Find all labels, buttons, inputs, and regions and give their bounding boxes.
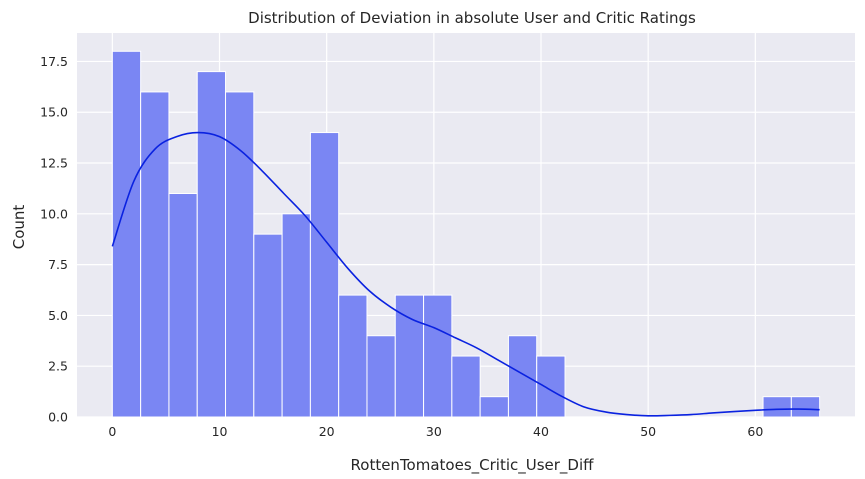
x-tick-label: 30	[426, 424, 442, 439]
x-tick-label: 10	[212, 424, 228, 439]
kde-line	[111, 131, 820, 417]
histogram-bar	[507, 335, 538, 418]
histogram-bars	[111, 50, 821, 418]
histogram-bar	[253, 233, 283, 418]
y-tick-label: 5.0	[48, 308, 68, 323]
histogram-bar	[451, 355, 481, 418]
x-tick-label: 20	[319, 424, 335, 439]
histogram-bar	[225, 91, 255, 418]
y-tick-label: 0.0	[48, 410, 68, 425]
x-tick-label: 60	[747, 424, 763, 439]
y-tick-label: 12.5	[40, 156, 68, 171]
x-axis-label: RottenTomatoes_Critic_User_Diff	[351, 456, 595, 475]
histogram-bar	[423, 294, 453, 418]
histogram-bar	[366, 335, 396, 418]
histogram-bar	[140, 91, 170, 418]
histogram-bar	[309, 132, 340, 418]
y-tick-label: 15.0	[40, 105, 68, 120]
x-tick-label: 0	[108, 424, 116, 439]
x-tick-labels: 0 10 20 30 40 50 60	[108, 424, 763, 439]
x-tick-label: 50	[640, 424, 656, 439]
histogram-bar	[790, 396, 821, 418]
y-tick-label: 7.5	[48, 257, 68, 272]
y-tick-label: 17.5	[40, 54, 68, 69]
histogram-bar	[168, 193, 198, 418]
chart-title: Distribution of Deviation in absolute Us…	[248, 9, 696, 27]
y-tick-label: 10.0	[40, 206, 68, 221]
y-axis-label: Count	[10, 205, 28, 250]
histogram-bar	[281, 213, 311, 418]
y-tick-label: 2.5	[48, 359, 68, 374]
histogram-bar	[762, 396, 792, 418]
y-tick-labels: 0.0 2.5 5.0 7.5 10.0 12.5 15.0 17.5	[40, 54, 68, 425]
histogram-bar	[536, 355, 566, 418]
histogram-bar	[479, 396, 509, 418]
x-tick-label: 40	[533, 424, 549, 439]
histogram-bar	[338, 294, 368, 418]
histogram-bar	[196, 71, 227, 418]
